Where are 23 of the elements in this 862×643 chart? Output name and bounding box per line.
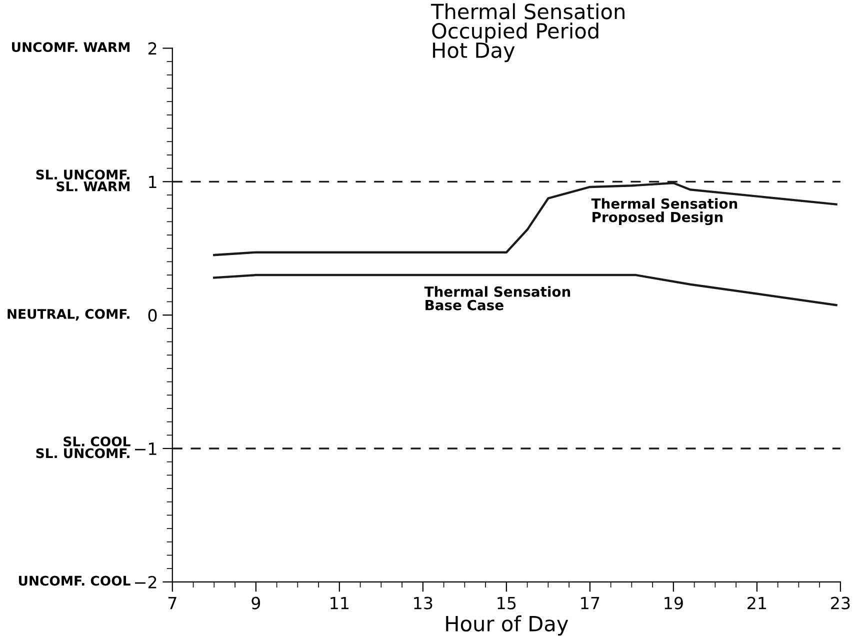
text: SL. UNCOMF. SL. WARM bbox=[36, 170, 130, 192]
x-tick-label: 17 bbox=[581, 597, 600, 610]
text: NEUTRAL, COMF. bbox=[8, 308, 130, 321]
x-tick-label: 19 bbox=[664, 596, 683, 610]
y-tick-label: −2 bbox=[135, 576, 156, 588]
x-tick-label: 15 bbox=[498, 597, 516, 610]
x-tick-label: 23 bbox=[831, 596, 850, 610]
chart-title: Thermal Sensation Occupied Period Hot Day bbox=[430, 3, 624, 62]
y-tick-label: 2 bbox=[148, 42, 156, 55]
y-tick-label: −1 bbox=[135, 442, 156, 455]
x-tick-label: 13 bbox=[414, 596, 432, 610]
annotation: Thermal Sensation Proposed Design bbox=[591, 198, 738, 226]
text: UNCOMF. COOL bbox=[18, 576, 130, 586]
x-tick-label: 9 bbox=[252, 596, 260, 610]
x-tick-label: 7 bbox=[168, 597, 176, 610]
y-tick-label: 0 bbox=[148, 309, 157, 322]
text: SL. COOL SL. UNCOMF. bbox=[36, 436, 130, 458]
x-axis-title: Hour of Day bbox=[446, 615, 568, 636]
y-tick-label: 1 bbox=[149, 176, 156, 188]
x-tick-label: 11 bbox=[330, 597, 348, 610]
annotation: Thermal Sensation Base Case bbox=[424, 286, 570, 310]
text: UNCOMF. WARM bbox=[12, 42, 130, 52]
x-tick-label: 21 bbox=[748, 596, 766, 610]
